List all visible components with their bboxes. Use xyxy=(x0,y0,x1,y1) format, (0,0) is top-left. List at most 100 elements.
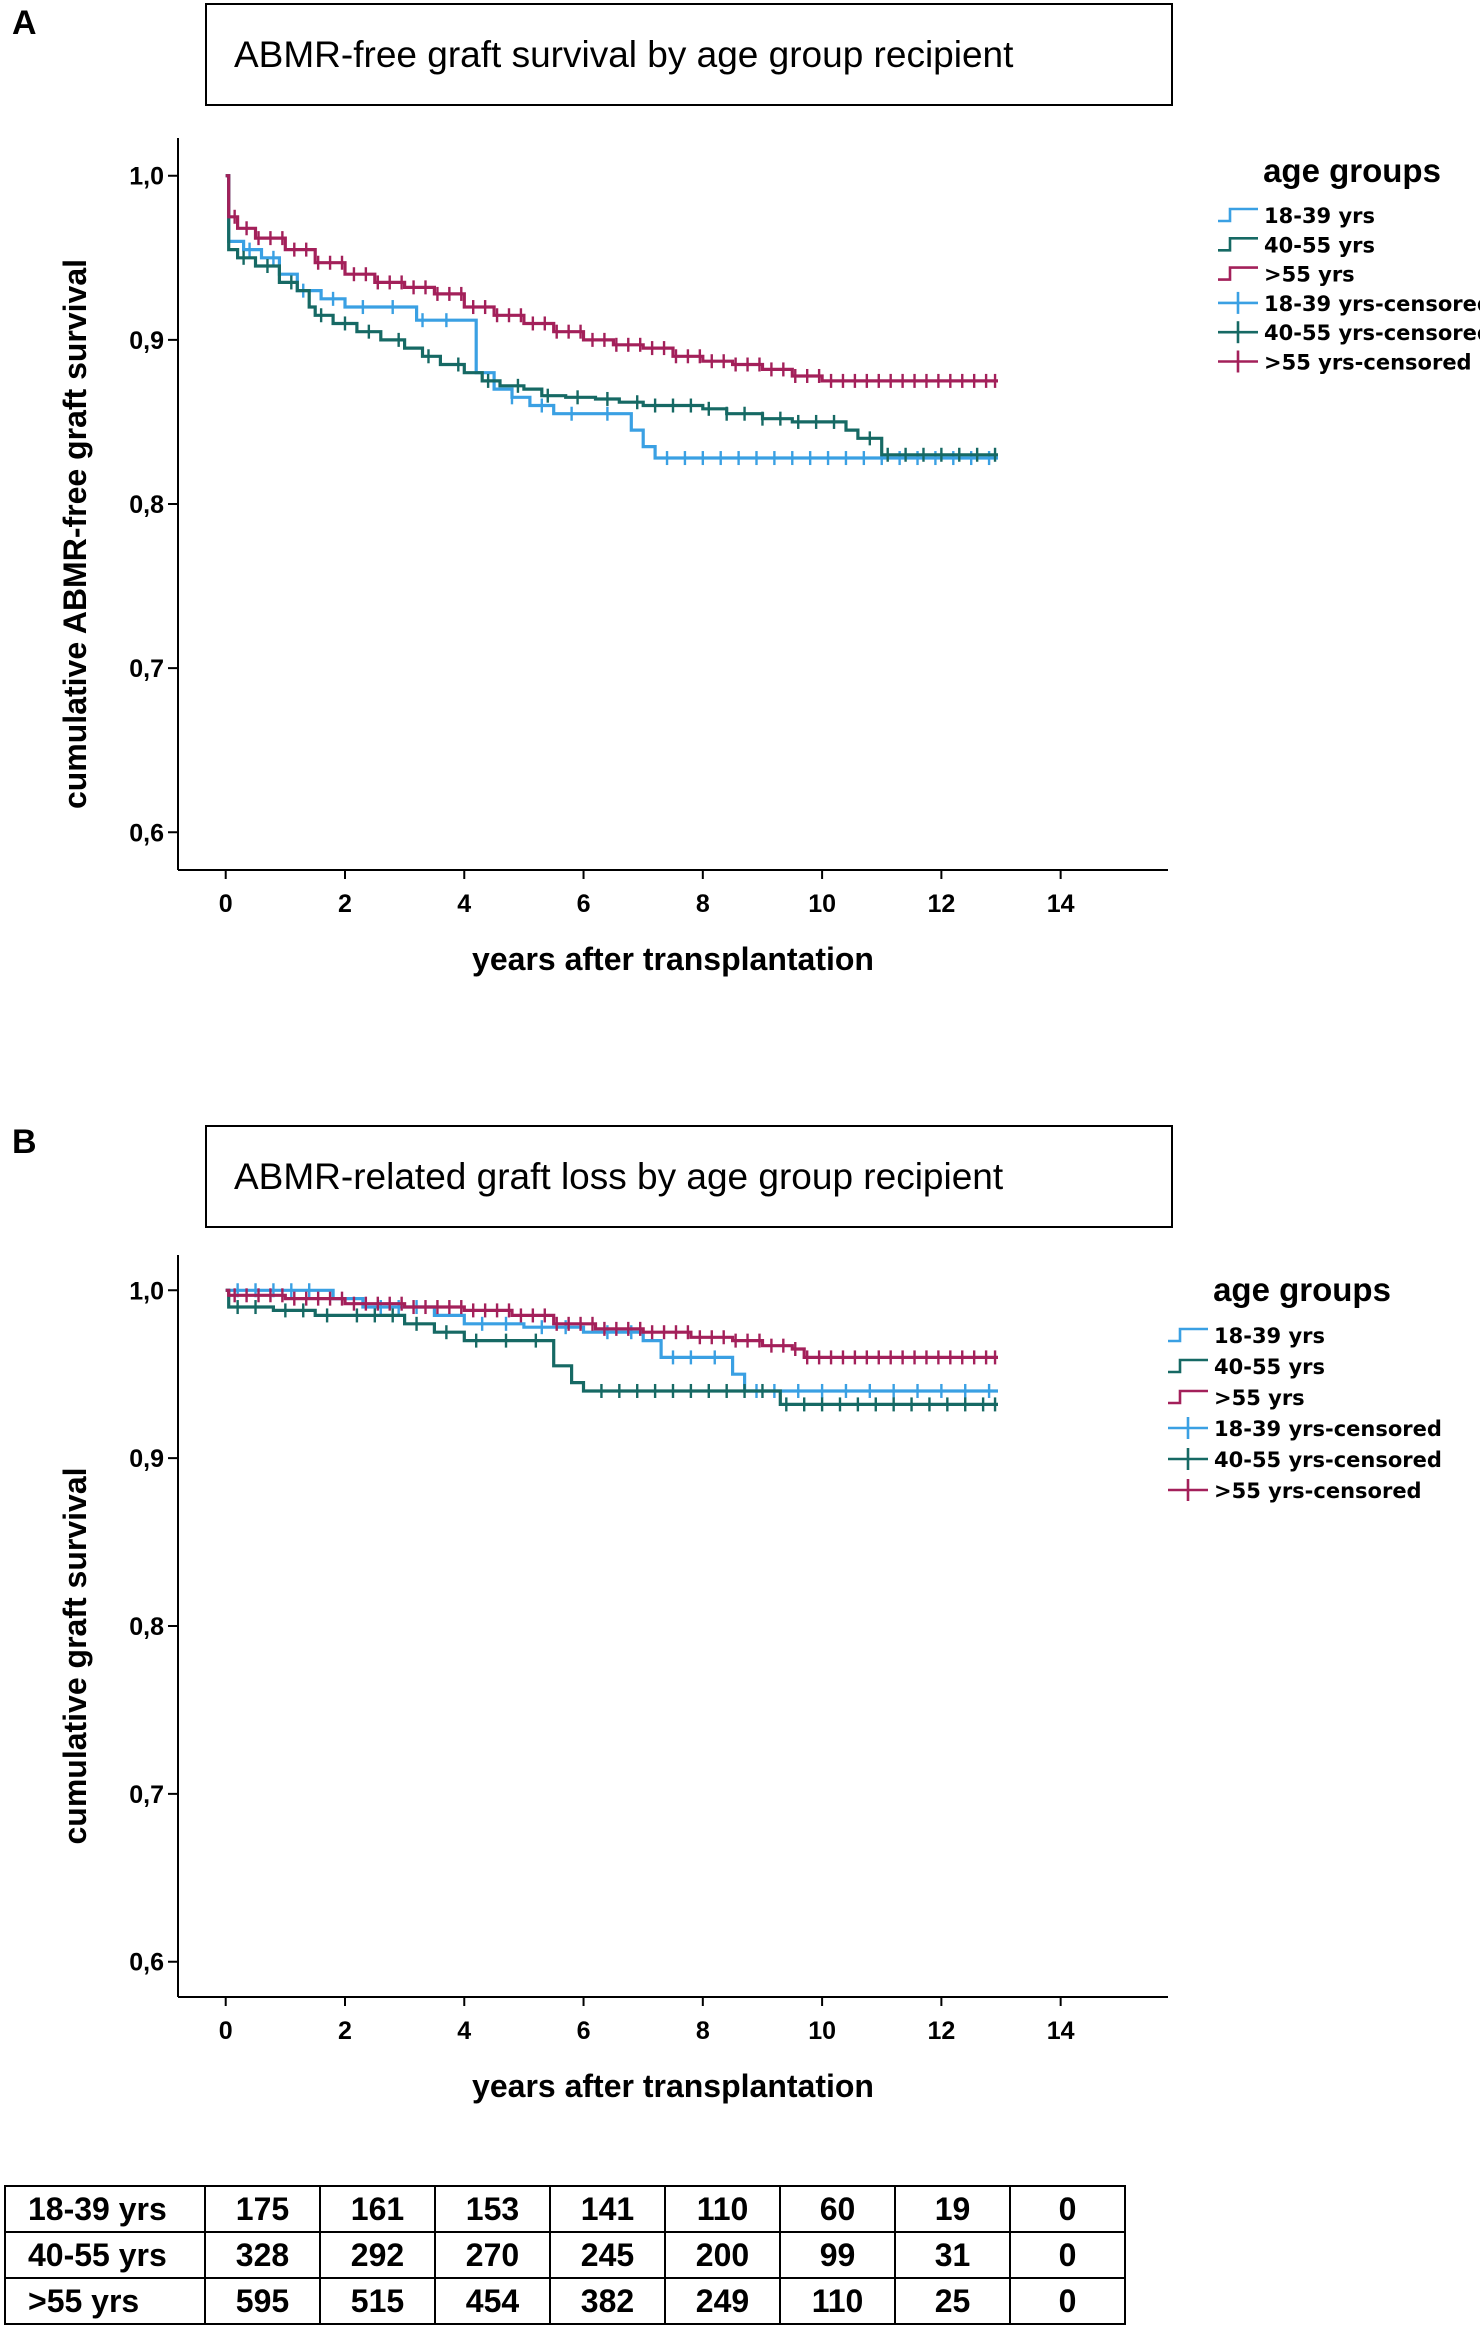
legend-line-swatch xyxy=(1168,1358,1208,1374)
risk-cell: 249 xyxy=(664,2277,781,2325)
series-line-55plus xyxy=(225,174,998,383)
legend-label: 40-55 yrs-censored xyxy=(1264,321,1480,345)
risk-cell: 141 xyxy=(549,2185,666,2233)
panel-a-title: ABMR-free graft survival by age group re… xyxy=(205,3,1173,106)
x-tick-label: 0 xyxy=(219,2017,233,2045)
risk-table-row: 18-39 yrs 175 161 153 141 110 60 19 0 xyxy=(4,2185,1126,2233)
legend-line-swatch xyxy=(1218,237,1258,252)
risk-cell: 454 xyxy=(434,2277,551,2325)
legend-entry: >55 yrs xyxy=(1168,1386,1305,1410)
risk-row-label: >55 yrs xyxy=(4,2277,206,2325)
panel-b-letter: B xyxy=(12,1123,37,1161)
x-tick-label: 2 xyxy=(338,890,352,918)
legend-entry: 40-55 yrs xyxy=(1168,1355,1325,1379)
y-tick-label: 0,9 xyxy=(129,327,164,355)
legend-line-swatch xyxy=(1218,207,1258,223)
x-axis-title: years after transplantation xyxy=(472,941,874,977)
legend-entry: >55 yrs xyxy=(1218,263,1355,287)
x-tick-label: 10 xyxy=(808,2017,836,2045)
x-tick-label: 6 xyxy=(577,2017,591,2045)
risk-cell: 328 xyxy=(204,2231,321,2279)
x-tick-label: 8 xyxy=(696,2017,710,2045)
legend-label: >55 yrs xyxy=(1264,263,1355,287)
legend-line-swatch xyxy=(1168,1389,1208,1405)
risk-cell: 0 xyxy=(1009,2185,1126,2233)
risk-table-row: 40-55 yrs 328 292 270 245 200 99 31 0 xyxy=(4,2231,1126,2279)
series-line-18-39 xyxy=(225,1288,998,1393)
legend-entry: 40-55 yrs-censored xyxy=(1168,1448,1442,1472)
legend-label: 18-39 yrs-censored xyxy=(1214,1417,1442,1441)
risk-cell: 153 xyxy=(434,2185,551,2233)
legend-label: >55 yrs-censored xyxy=(1214,1479,1422,1503)
x-tick-label: 14 xyxy=(1047,2017,1075,2045)
series-line-18-39 xyxy=(225,174,998,460)
y-axis-title: cumulative ABMR-free graft survival xyxy=(57,259,93,809)
number-at-risk-table: 18-39 yrs 175 161 153 141 110 60 19 0 40-55 yrs 32… xyxy=(4,2185,1126,2325)
legend-label: 18-39 yrs xyxy=(1264,204,1375,228)
risk-cell: 270 xyxy=(434,2231,551,2279)
legend-entry: 40-55 yrs-censored xyxy=(1218,321,1480,345)
legend-entry: >55 yrs-censored xyxy=(1218,350,1472,375)
x-tick-label: 8 xyxy=(696,890,710,918)
censor-marks-18-39 xyxy=(236,1283,991,1398)
y-tick-label: 1,0 xyxy=(129,163,164,191)
legend-title: age groups xyxy=(1213,1271,1391,1308)
y-tick-label: 0,8 xyxy=(129,491,164,519)
risk-cell: 292 xyxy=(319,2231,436,2279)
legend-label: >55 yrs xyxy=(1214,1386,1305,1410)
legend-entry: 18-39 yrs xyxy=(1218,204,1375,228)
legend-line-swatch xyxy=(1218,266,1258,281)
panel-b-chart: 0,6 0,7 0,8 0,9 1,0 0 2 4 6 8 10 12 14 years after tr… xyxy=(57,1255,1442,2104)
x-axis-title: years after transplantation xyxy=(472,2068,874,2104)
legend-title: age groups xyxy=(1263,152,1441,189)
risk-cell: 161 xyxy=(319,2185,436,2233)
legend-entry: 18-39 yrs-censored xyxy=(1218,291,1480,316)
x-tick-label: 10 xyxy=(808,890,836,918)
panel-a-chart: 0,6 0,7 0,8 0,9 1,0 0 2 4 6 8 10 12 14 years after tr… xyxy=(57,138,1480,977)
risk-cell: 595 xyxy=(204,2277,321,2325)
risk-cell: 200 xyxy=(664,2231,781,2279)
x-tick-label: 4 xyxy=(457,2017,471,2045)
risk-cell: 245 xyxy=(549,2231,666,2279)
legend-label: 18-39 yrs xyxy=(1214,1324,1325,1348)
legend-entry: 18-39 yrs xyxy=(1168,1324,1325,1348)
risk-cell: 60 xyxy=(779,2185,896,2233)
legend-label: 40-55 yrs-censored xyxy=(1214,1448,1442,1472)
risk-cell: 515 xyxy=(319,2277,436,2325)
y-tick-label: 0,9 xyxy=(129,1445,164,1473)
series-line-55plus xyxy=(225,1288,998,1359)
x-tick-label: 14 xyxy=(1047,890,1075,918)
y-tick-label: 1,0 xyxy=(129,1277,164,1305)
x-tick-label: 4 xyxy=(457,890,471,918)
y-tick-label: 0,7 xyxy=(129,655,164,683)
censor-marks-18-39 xyxy=(248,242,991,466)
censor-marks-55plus xyxy=(233,1288,997,1365)
x-tick-label: 0 xyxy=(219,890,233,918)
series-line-40-55 xyxy=(225,174,998,457)
censor-marks-55plus xyxy=(233,209,997,388)
risk-table-row: >55 yrs 595 515 454 382 249 110 25 0 xyxy=(4,2277,1126,2325)
legend-label: 18-39 yrs-censored xyxy=(1264,292,1480,316)
risk-cell: 0 xyxy=(1009,2277,1126,2325)
x-tick-label: 12 xyxy=(927,890,955,918)
risk-row-label: 40-55 yrs xyxy=(4,2231,206,2279)
risk-cell: 25 xyxy=(894,2277,1011,2325)
legend-label: 40-55 yrs xyxy=(1214,1355,1325,1379)
legend-entry: 18-39 yrs-censored xyxy=(1168,1417,1442,1441)
series-line-40-55 xyxy=(225,1288,998,1406)
x-tick-label: 2 xyxy=(338,2017,352,2045)
legend-label: 40-55 yrs xyxy=(1264,233,1375,257)
risk-cell: 382 xyxy=(549,2277,666,2325)
x-tick-label: 12 xyxy=(927,2017,955,2045)
risk-cell: 110 xyxy=(779,2277,896,2325)
y-tick-label: 0,6 xyxy=(129,1949,164,1977)
risk-cell: 99 xyxy=(779,2231,896,2279)
panel-b-title: ABMR-related graft loss by age group rec… xyxy=(205,1125,1173,1228)
risk-cell: 0 xyxy=(1009,2231,1126,2279)
legend-line-swatch xyxy=(1168,1327,1208,1343)
risk-cell: 31 xyxy=(894,2231,1011,2279)
legend-entry: >55 yrs-censored xyxy=(1168,1479,1422,1503)
x-tick-label: 6 xyxy=(577,890,591,918)
y-axis-title: cumulative graft survival xyxy=(57,1467,93,1844)
legend-label: >55 yrs-censored xyxy=(1264,351,1472,375)
